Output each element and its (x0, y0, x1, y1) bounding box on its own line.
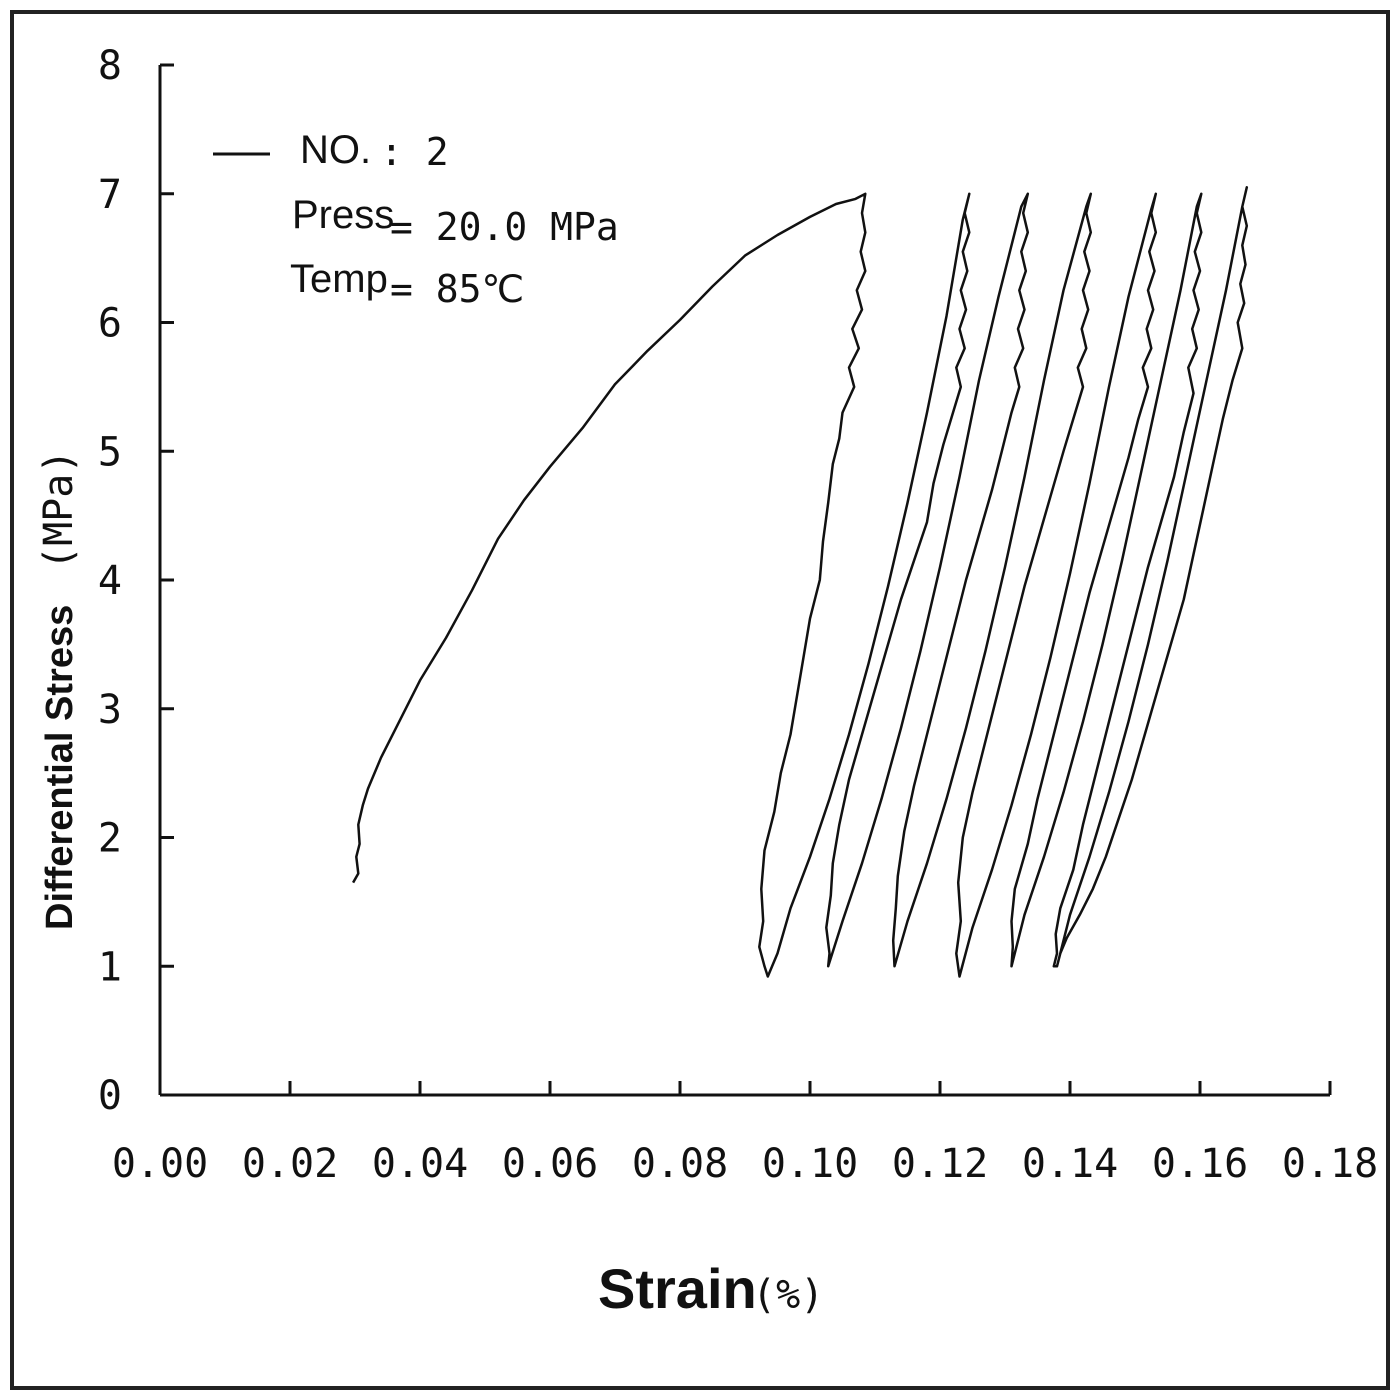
x-tick-label: 0.08 (632, 1141, 728, 1187)
y-tick-label: 7 (98, 172, 122, 218)
x-tick-label: 0.02 (242, 1141, 338, 1187)
y-axis-label: Differential Stress (39, 605, 81, 930)
y-tick-label: 6 (98, 301, 122, 347)
legend-key-temp: Temp (290, 257, 388, 301)
y-tick-label: 5 (98, 429, 122, 475)
x-tick-label: 0.12 (892, 1141, 988, 1187)
y-tick-label: 0 (98, 1073, 122, 1119)
legend-value-press: = 20.0 MPa (390, 205, 619, 249)
x-axis-label: Strain (598, 1257, 757, 1320)
chart-frame (10, 10, 1390, 1390)
legend-key-press: Press (292, 193, 394, 237)
legend: NO. : 2 Press = 20.0 MPa Temp = 85℃ (213, 128, 619, 311)
series-line-0 (352, 186, 1249, 978)
x-axis-title: Strain (%) (598, 1257, 824, 1320)
x-tick-label: 0.00 (112, 1141, 208, 1187)
legend-value-no: : 2 (380, 130, 449, 174)
x-tick-label: 0.06 (502, 1141, 598, 1187)
y-tick-label: 2 (98, 816, 122, 862)
y-tick-label: 4 (98, 558, 122, 604)
y-tick-label: 3 (98, 687, 122, 733)
x-tick-label: 0.16 (1152, 1141, 1248, 1187)
legend-key-no: NO. (300, 128, 371, 172)
y-axis-unit: (MPa) (36, 450, 82, 570)
y-axis-title: Differential Stress (MPa) (36, 450, 82, 930)
x-tick-label: 0.10 (762, 1141, 858, 1187)
x-axis-unit: (%) (752, 1272, 824, 1318)
y-tick-label: 8 (98, 43, 122, 89)
plot-area (352, 186, 1249, 978)
y-tick-label: 1 (98, 944, 122, 990)
x-tick-label: 0.14 (1022, 1141, 1118, 1187)
x-tick-label: 0.18 (1282, 1141, 1378, 1187)
legend-value-temp: = 85℃ (390, 267, 524, 311)
ticks: 0.00 0.02 0.04 0.06 0.08 0.10 0.12 0.14 0.16 0.18… (98, 43, 1378, 1187)
x-tick-label: 0.04 (372, 1141, 468, 1187)
